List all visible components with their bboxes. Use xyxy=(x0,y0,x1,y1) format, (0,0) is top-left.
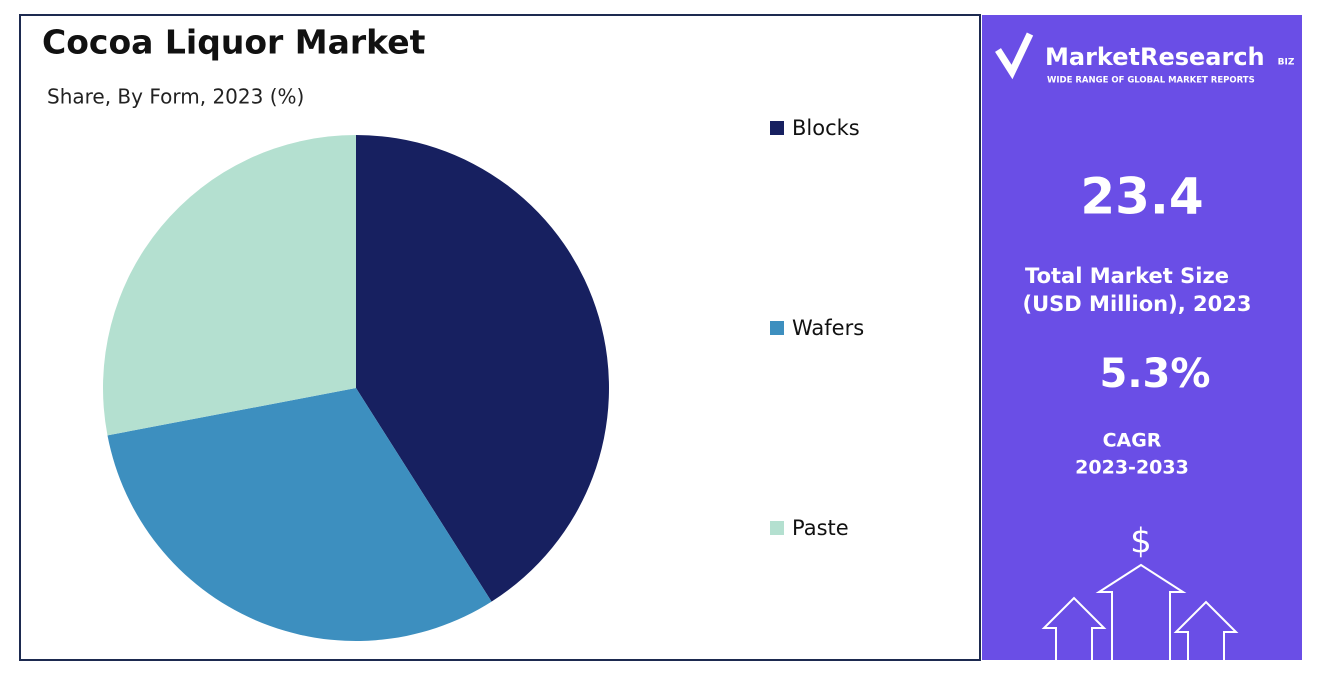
brand-name: MarketResearch xyxy=(1045,43,1265,71)
brand-tagline: WIDE RANGE OF GLOBAL MARKET REPORTS xyxy=(1047,76,1255,86)
pie-slice xyxy=(356,135,610,602)
info-panel xyxy=(982,15,1302,660)
legend-swatch xyxy=(770,121,784,135)
legend-swatch xyxy=(770,521,784,535)
growth-arrows xyxy=(1041,563,1239,660)
market-size-label: (USD Million), 2023 xyxy=(1023,292,1252,316)
legend-label: Wafers xyxy=(792,316,864,340)
cagr-value: 5.3% xyxy=(1100,351,1211,397)
chart-subtitle: Share, By Form, 2023 (%) xyxy=(47,85,304,109)
pie-slice xyxy=(102,135,356,436)
market-size-label: Total Market Size xyxy=(1025,264,1229,288)
market-size: 23.4 xyxy=(1080,168,1203,226)
brand-suffix: BIZ xyxy=(1278,58,1295,68)
currency-icon: $ xyxy=(1130,522,1152,562)
pie xyxy=(102,135,610,641)
pie-slice xyxy=(107,388,492,641)
cagr-label: 2023-2033 xyxy=(1075,457,1189,479)
legend: Blocks Wafers Paste xyxy=(770,116,864,540)
legend-label: Blocks xyxy=(792,116,860,140)
cagr-label: CAGR xyxy=(1103,430,1162,452)
legend-swatch xyxy=(770,321,784,335)
chart-title: Cocoa Liquor Market xyxy=(42,23,426,62)
brand-logo xyxy=(995,32,1034,80)
legend-label: Paste xyxy=(792,516,849,540)
